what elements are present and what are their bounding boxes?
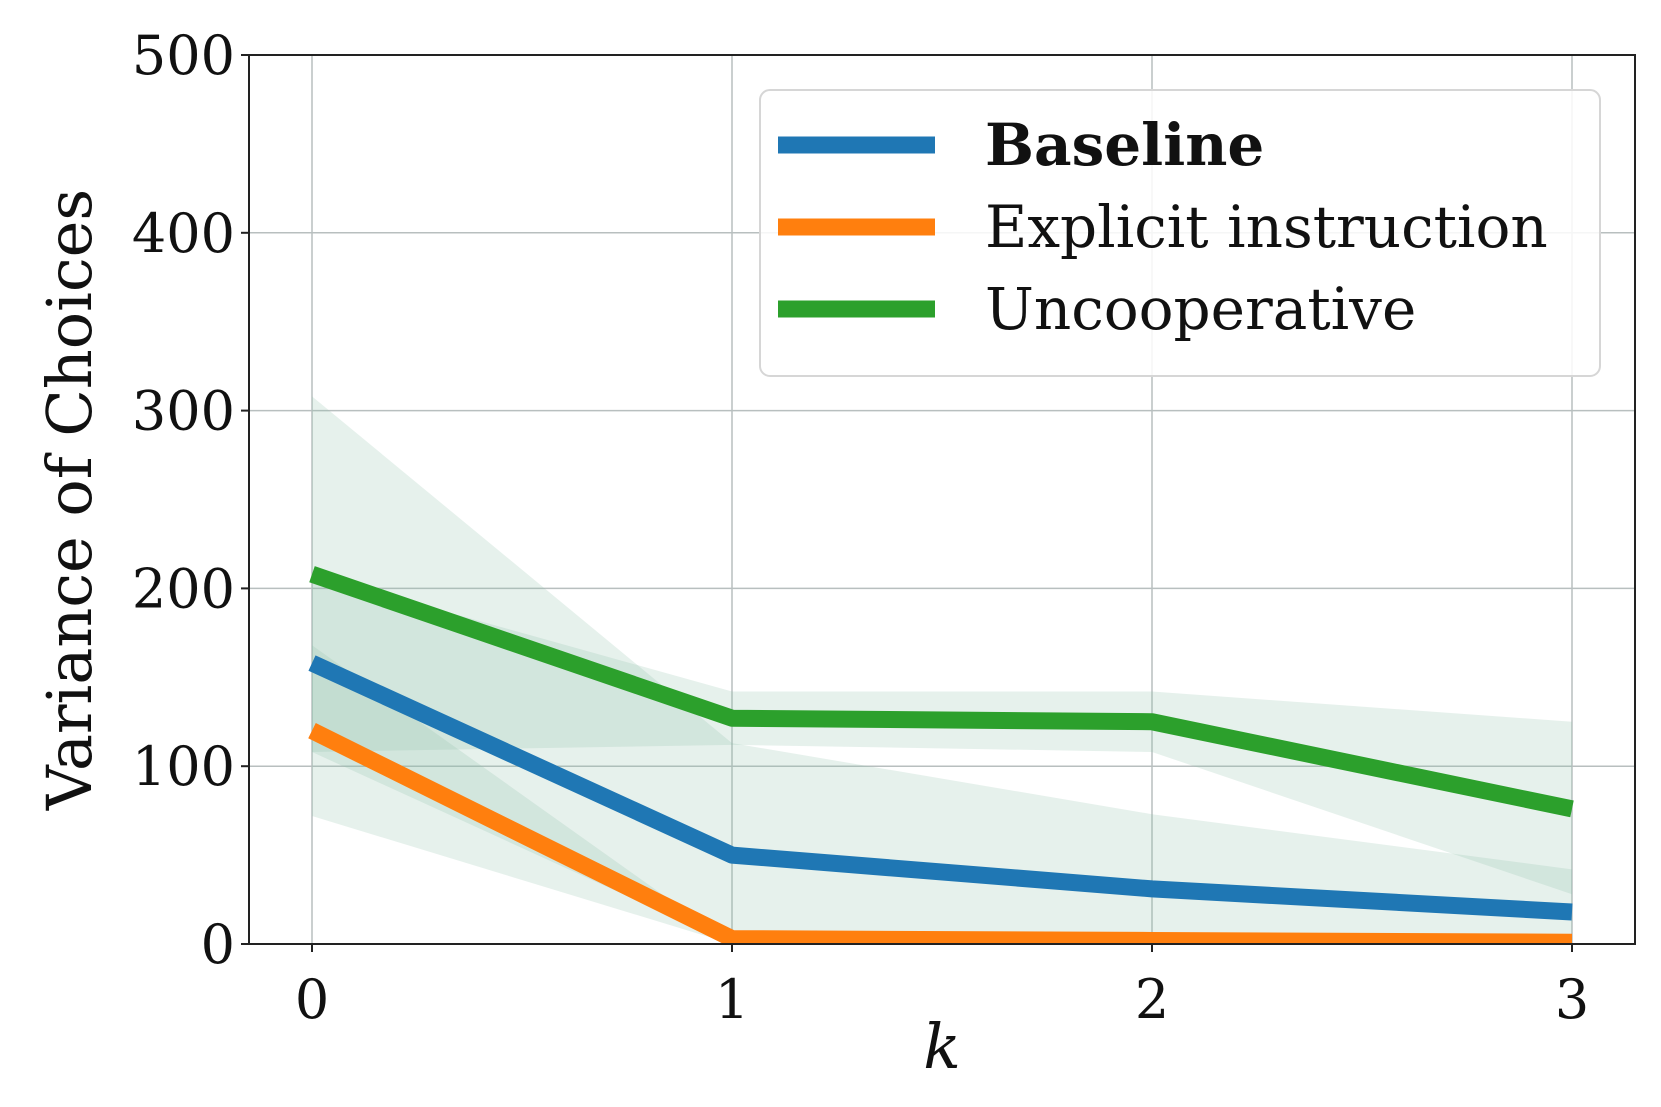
legend: Baseline Explicit instruction Uncooperativ… bbox=[759, 89, 1601, 377]
y-tick-label: 200 bbox=[132, 557, 235, 620]
axis-ticks: 0 1 2 3 0 100 200 300 400 500 bbox=[132, 24, 1589, 1031]
legend-label: Explicit instruction bbox=[985, 193, 1548, 261]
y-tick-label: 0 bbox=[201, 913, 235, 976]
confidence-bands bbox=[312, 396, 1572, 944]
x-axis-label: k bbox=[923, 1010, 961, 1083]
y-tick-label: 500 bbox=[132, 24, 235, 87]
y-tick-label: 300 bbox=[132, 380, 235, 443]
series-line bbox=[308, 655, 1573, 921]
legend-label: Baseline bbox=[985, 111, 1264, 179]
series-lines bbox=[308, 566, 1574, 944]
x-tick-label: 2 bbox=[1135, 968, 1169, 1031]
legend-box bbox=[759, 89, 1601, 377]
confidence-band bbox=[312, 574, 1572, 895]
x-tick-label: 0 bbox=[295, 968, 329, 1031]
x-tick-label: 1 bbox=[715, 968, 749, 1031]
series-line bbox=[309, 566, 1574, 818]
y-tick-label: 100 bbox=[132, 735, 235, 798]
legend-label: Uncooperative bbox=[985, 275, 1416, 343]
plot-frame bbox=[248, 54, 1636, 945]
x-tick-label: 3 bbox=[1555, 968, 1589, 1031]
y-tick-label: 400 bbox=[132, 202, 235, 265]
series-line bbox=[308, 723, 1573, 944]
y-axis-label: Variance of Choices bbox=[33, 189, 106, 811]
